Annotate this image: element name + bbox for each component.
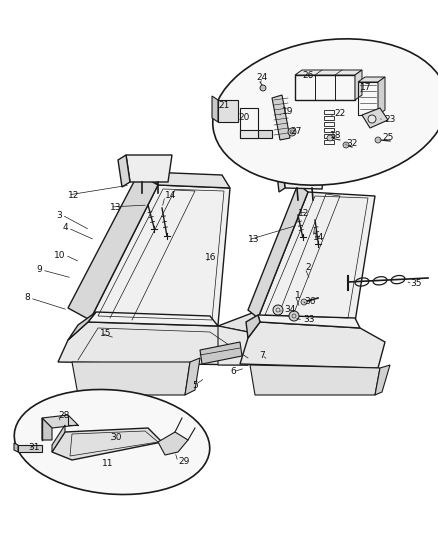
PathPatch shape	[90, 185, 230, 325]
Text: 7: 7	[259, 351, 265, 359]
Text: 17: 17	[360, 84, 371, 93]
Text: 12: 12	[68, 190, 79, 199]
PathPatch shape	[282, 162, 325, 189]
PathPatch shape	[68, 174, 158, 320]
PathPatch shape	[158, 432, 188, 455]
Ellipse shape	[14, 390, 210, 495]
Text: 13: 13	[110, 203, 121, 212]
PathPatch shape	[355, 70, 362, 100]
PathPatch shape	[258, 192, 375, 322]
PathPatch shape	[375, 365, 390, 395]
PathPatch shape	[185, 358, 200, 395]
Circle shape	[260, 85, 266, 91]
Text: 25: 25	[382, 133, 393, 142]
PathPatch shape	[118, 155, 130, 187]
Text: 9: 9	[36, 265, 42, 274]
PathPatch shape	[68, 312, 96, 340]
PathPatch shape	[272, 95, 290, 140]
Circle shape	[273, 305, 283, 315]
PathPatch shape	[52, 428, 162, 460]
PathPatch shape	[358, 77, 385, 82]
Circle shape	[343, 142, 349, 148]
Text: 29: 29	[178, 457, 189, 466]
PathPatch shape	[295, 70, 362, 75]
Text: 6: 6	[230, 367, 236, 376]
Circle shape	[375, 137, 381, 143]
PathPatch shape	[18, 445, 42, 452]
Text: 4: 4	[62, 223, 68, 232]
Circle shape	[288, 128, 296, 136]
Text: 5: 5	[192, 381, 198, 390]
Text: 32: 32	[346, 140, 357, 149]
PathPatch shape	[52, 425, 65, 452]
PathPatch shape	[218, 100, 238, 122]
PathPatch shape	[246, 315, 260, 338]
Text: 35: 35	[410, 279, 421, 287]
PathPatch shape	[218, 310, 290, 332]
Text: 11: 11	[102, 458, 114, 467]
Text: 3: 3	[56, 211, 62, 220]
Text: 24: 24	[256, 74, 268, 83]
Text: 10: 10	[53, 251, 65, 260]
Circle shape	[368, 115, 376, 123]
Text: 23: 23	[384, 116, 396, 125]
Text: 12: 12	[298, 208, 309, 217]
Text: 1: 1	[295, 290, 301, 300]
Text: 13: 13	[248, 236, 259, 245]
Ellipse shape	[213, 39, 438, 185]
PathPatch shape	[14, 443, 18, 452]
PathPatch shape	[88, 312, 218, 326]
PathPatch shape	[58, 322, 260, 365]
PathPatch shape	[240, 130, 258, 138]
Text: 16: 16	[205, 254, 216, 262]
Text: 19: 19	[282, 108, 293, 117]
PathPatch shape	[240, 322, 385, 368]
PathPatch shape	[200, 342, 242, 364]
PathPatch shape	[42, 418, 52, 440]
Text: 18: 18	[330, 132, 342, 141]
PathPatch shape	[148, 172, 230, 188]
PathPatch shape	[258, 130, 272, 138]
Text: 34: 34	[284, 305, 295, 314]
Text: 33: 33	[303, 316, 314, 325]
Text: 31: 31	[28, 442, 39, 451]
Text: 21: 21	[218, 101, 230, 109]
PathPatch shape	[378, 77, 385, 115]
Text: 14: 14	[165, 191, 177, 200]
Text: 26: 26	[302, 70, 314, 79]
PathPatch shape	[250, 365, 380, 395]
PathPatch shape	[276, 162, 285, 192]
Text: 14: 14	[313, 232, 325, 241]
PathPatch shape	[258, 315, 360, 328]
Text: 15: 15	[100, 328, 112, 337]
Text: 36: 36	[304, 297, 315, 306]
Text: 30: 30	[110, 432, 121, 441]
PathPatch shape	[362, 108, 388, 128]
Circle shape	[289, 311, 299, 321]
Text: 2: 2	[305, 263, 311, 272]
Text: 22: 22	[334, 109, 345, 117]
Text: 20: 20	[238, 114, 249, 123]
Text: 27: 27	[290, 127, 301, 136]
PathPatch shape	[248, 184, 308, 318]
PathPatch shape	[218, 326, 248, 365]
Circle shape	[301, 299, 307, 305]
PathPatch shape	[212, 96, 218, 122]
PathPatch shape	[72, 362, 190, 395]
Text: 8: 8	[24, 294, 30, 303]
Text: 28: 28	[58, 410, 69, 419]
PathPatch shape	[126, 155, 172, 182]
PathPatch shape	[42, 415, 78, 428]
Circle shape	[327, 135, 333, 141]
